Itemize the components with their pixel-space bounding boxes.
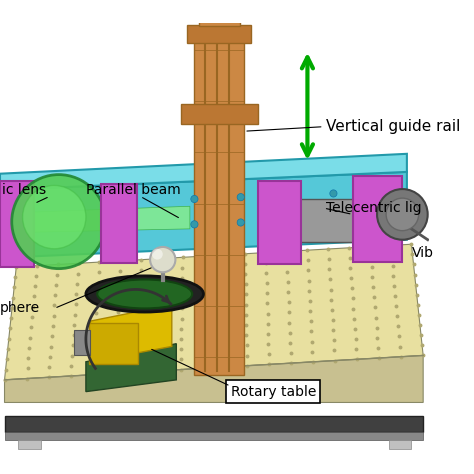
Bar	[5, 432, 423, 439]
Circle shape	[283, 217, 291, 224]
Circle shape	[237, 219, 245, 226]
Polygon shape	[86, 344, 176, 392]
Bar	[18, 439, 41, 448]
Circle shape	[330, 215, 337, 222]
Circle shape	[152, 249, 163, 260]
Circle shape	[376, 213, 383, 220]
Text: Vertical guide rail: Vertical guide rail	[326, 119, 460, 134]
Circle shape	[386, 198, 419, 231]
Text: Parallel beam: Parallel beam	[86, 183, 181, 197]
Text: phere: phere	[0, 301, 40, 315]
Circle shape	[191, 195, 198, 203]
Circle shape	[23, 185, 86, 249]
Bar	[258, 181, 301, 264]
Bar	[187, 25, 251, 43]
Bar	[0, 181, 34, 267]
Bar	[199, 14, 240, 27]
Circle shape	[283, 191, 291, 199]
Bar	[89, 323, 138, 364]
Polygon shape	[18, 206, 190, 232]
Polygon shape	[0, 172, 407, 258]
Ellipse shape	[86, 276, 203, 312]
Polygon shape	[0, 154, 407, 190]
Circle shape	[237, 193, 245, 201]
Bar	[299, 199, 356, 242]
Bar	[5, 416, 423, 432]
Circle shape	[191, 221, 198, 228]
Text: Rotary table: Rotary table	[230, 384, 316, 399]
Circle shape	[330, 190, 337, 197]
Bar	[389, 439, 411, 448]
Circle shape	[150, 247, 175, 272]
Polygon shape	[5, 356, 423, 402]
Bar	[181, 104, 258, 124]
Circle shape	[376, 188, 383, 195]
Polygon shape	[5, 244, 423, 380]
Polygon shape	[91, 305, 172, 362]
Circle shape	[377, 189, 428, 240]
Bar	[101, 183, 137, 263]
Text: ic lens: ic lens	[2, 183, 46, 197]
Text: Telecentric lig: Telecentric lig	[326, 201, 421, 215]
Ellipse shape	[97, 280, 192, 309]
Bar	[353, 176, 402, 262]
Text: Vib: Vib	[411, 246, 433, 260]
Bar	[74, 330, 91, 356]
Bar	[194, 32, 244, 375]
Circle shape	[12, 174, 106, 269]
